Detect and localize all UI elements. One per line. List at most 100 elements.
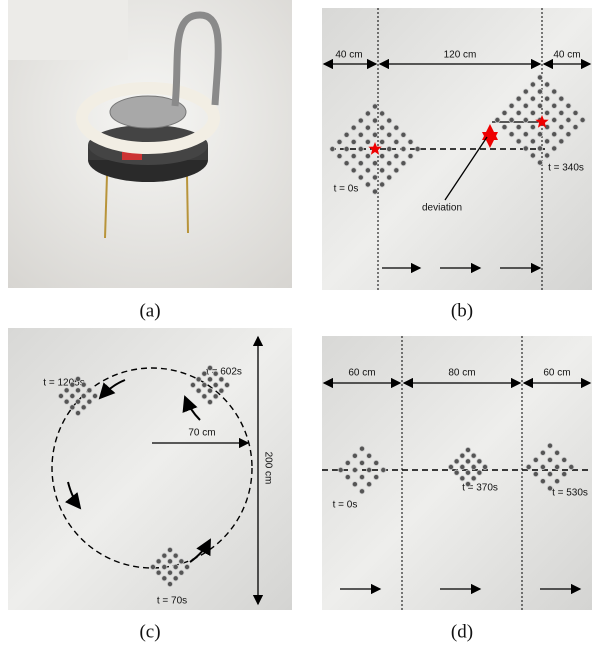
robot [537,89,542,94]
robot [337,139,342,144]
robot [367,467,372,472]
robot [359,446,364,451]
robot [566,132,571,137]
robot [530,82,535,87]
robot [162,576,167,581]
robot [537,146,542,151]
robot [87,399,92,404]
robot [358,175,363,180]
robot [380,125,385,130]
robot [516,110,521,115]
robot [471,476,476,481]
robot [167,547,172,552]
label: t = 70s [157,596,187,607]
robot [523,146,528,151]
robot [530,139,535,144]
robot [387,175,392,180]
robot [460,476,465,481]
robot [547,457,552,462]
robot [358,161,363,166]
robot [580,117,585,122]
robot [545,96,550,101]
robot [70,382,75,387]
robot [573,125,578,130]
robot [523,117,528,122]
robot [516,125,521,130]
robot [64,399,69,404]
robot [374,460,379,465]
robot [156,570,161,575]
robot [224,382,229,387]
robot [552,89,557,94]
robot [64,388,69,393]
robot [540,479,545,484]
robot [358,146,363,151]
label: 40 cm [553,50,580,61]
robot [401,161,406,166]
robot [509,103,514,108]
robot [381,467,386,472]
robot [81,382,86,387]
robot [81,405,86,410]
robot [465,470,470,475]
robot [352,482,357,487]
robot [75,410,80,415]
robot [482,464,487,469]
robot [213,394,218,399]
label: deviation [422,203,462,214]
robot [374,475,379,480]
robot [523,132,528,137]
robot [338,467,343,472]
robot [454,470,459,475]
robot [562,472,567,477]
robot [552,146,557,151]
robot [156,559,161,564]
robot [530,125,535,130]
robot [330,146,335,151]
label: 60 cm [348,368,375,379]
robot [387,161,392,166]
robot [173,576,178,581]
robot [537,160,542,165]
robot [337,154,342,159]
robot [213,371,218,376]
robot [196,377,201,382]
label: 80 cm [448,368,475,379]
robot [173,564,178,569]
robot [545,139,550,144]
robot [75,388,80,393]
robot [58,393,63,398]
robot [559,139,564,144]
robot [344,132,349,137]
robot [365,168,370,173]
caption: (c) [139,621,160,642]
robot [345,475,350,480]
label: 60 cm [543,368,570,379]
robot [533,472,538,477]
robot [502,110,507,115]
robot [365,111,370,116]
robot [566,103,571,108]
robot [545,153,550,158]
label: 120 cm [444,50,477,61]
robot [408,139,413,144]
robot [394,125,399,130]
robot [537,132,542,137]
label: 40 cm [335,50,362,61]
robot [207,388,212,393]
caption: (b) [451,300,473,321]
robot [387,118,392,123]
robot [540,464,545,469]
robot [219,377,224,382]
robot [372,104,377,109]
robot [351,168,356,173]
robot [559,125,564,130]
robot [454,459,459,464]
robot [365,182,370,187]
label: t = 340s [548,163,584,174]
robot [559,96,564,101]
robot [162,564,167,569]
robot [351,154,356,159]
robot [344,161,349,166]
robot [471,464,476,469]
